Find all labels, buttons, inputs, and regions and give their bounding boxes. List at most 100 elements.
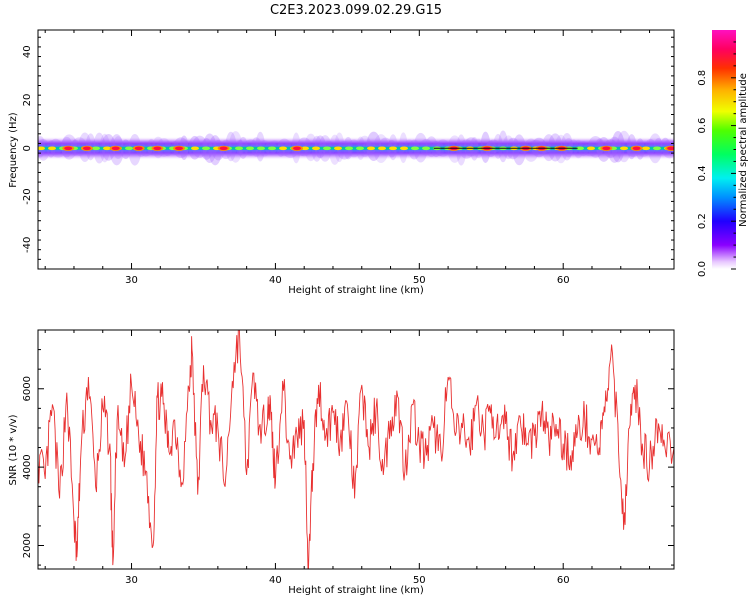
band-hotspot <box>653 146 661 151</box>
spectral-fuzz <box>212 139 225 161</box>
spectral-fuzz <box>456 134 467 166</box>
spectrogram-frame <box>37 29 675 270</box>
heatmap-layer <box>38 130 674 166</box>
snr-ylabel: SNR (10 * v/v) <box>8 414 19 485</box>
y-tick-label: 0 <box>22 145 33 151</box>
band-hotspot <box>367 146 375 151</box>
spectral-fuzz <box>208 135 222 166</box>
band-hotspot <box>48 146 56 151</box>
band-hotspot <box>323 146 331 151</box>
spectral-fuzz <box>595 138 605 155</box>
ridge-peak <box>175 146 184 151</box>
y-tick-label: 6000 <box>22 376 33 401</box>
colorbar-label: Normalized spectral amplitude <box>738 73 749 227</box>
y-tick-label: 4000 <box>22 454 33 479</box>
colorbar-gradient <box>712 30 736 269</box>
spectral-fuzz <box>314 135 326 159</box>
ridge-peak <box>64 146 73 151</box>
colorbar-tick-label: 0.4 <box>697 165 708 181</box>
x-tick-label: 30 <box>125 575 138 586</box>
colorbar-tick-label: 0.6 <box>697 118 708 134</box>
band-hotspot <box>422 146 430 151</box>
spectral-fuzz <box>523 138 539 162</box>
band-hotspot <box>587 146 595 151</box>
x-tick-label: 50 <box>413 275 426 286</box>
band-hotspot <box>345 146 353 151</box>
spectral-fuzz <box>71 137 88 156</box>
y-tick-label: 40 <box>22 45 33 58</box>
band-hotspot <box>279 146 287 151</box>
band-hotspot <box>411 146 419 151</box>
ridge-peak <box>667 146 674 151</box>
spectral-fuzz <box>366 131 382 161</box>
ridge-peak <box>293 146 302 151</box>
colorbar-tick-label: 0.8 <box>697 70 708 86</box>
spectral-fuzz <box>225 131 237 162</box>
band-hotspot <box>191 146 199 151</box>
spectral-fuzz <box>611 130 625 163</box>
band-hotspot <box>389 146 397 151</box>
spectrogram-ticks: 30 40 50 60 40 20 0 -20 -40 <box>22 30 674 286</box>
spectral-fuzz <box>282 141 299 158</box>
spectral-fuzz <box>404 139 415 155</box>
spectral-fuzz <box>38 138 50 161</box>
spectral-fuzz <box>498 130 508 163</box>
x-tick-label: 50 <box>413 575 426 586</box>
spectral-fuzz <box>337 140 352 160</box>
snr-panel: 30 40 50 60 2000 4000 6000 Height of straight … <box>8 329 675 596</box>
spectral-fuzz <box>378 137 392 156</box>
figure-title: C2E3.2023.099.02.29.G15 <box>270 3 442 18</box>
snr-xlabel: Height of straight line (km) <box>288 585 424 596</box>
band-hotspot <box>642 146 650 151</box>
spectral-fuzz <box>645 138 656 155</box>
ridge-peak <box>134 146 143 151</box>
ridge-peak <box>111 146 120 151</box>
band-hotspot <box>356 146 364 151</box>
spectral-fuzz <box>425 136 438 158</box>
x-tick-label: 60 <box>557 575 570 586</box>
colorbar-tick-label: 0.2 <box>697 213 708 229</box>
snr-ticks: 30 40 50 60 2000 4000 6000 <box>22 330 674 586</box>
band-hotspot <box>576 146 584 151</box>
band-hotspot <box>202 146 210 151</box>
spectral-fuzz <box>358 135 372 158</box>
spectrogram-ylabel: Frequency (Hz) <box>8 112 19 188</box>
band-hotspot <box>246 146 254 151</box>
colorbar: 0.0 0.2 0.4 0.6 0.8 Normalized spectral ampl… <box>697 30 749 277</box>
band-hotspot <box>235 146 243 151</box>
colorbar-ticks: 0.0 0.2 0.4 0.6 0.8 <box>697 41 736 277</box>
ridge-peak <box>82 146 91 151</box>
band-hotspot <box>268 146 276 151</box>
spectral-fuzz <box>50 142 67 158</box>
band-hotspot <box>103 146 111 151</box>
x-tick-label: 40 <box>269 275 282 286</box>
spectrogram-xlabel: Height of straight line (km) <box>288 285 424 296</box>
band-hotspot <box>38 146 45 151</box>
snr-frame <box>37 329 675 570</box>
spectral-fuzz <box>493 133 503 159</box>
spectral-fuzz <box>660 137 671 155</box>
band-hotspot <box>125 146 133 151</box>
ridge-peak <box>153 146 162 151</box>
x-tick-label: 30 <box>125 275 138 286</box>
colorbar-tick-label: 0.0 <box>697 261 708 277</box>
band-hotspot <box>400 146 408 151</box>
y-tick-label: 20 <box>22 94 33 107</box>
spectral-fuzz <box>626 134 637 160</box>
band-hotspot <box>620 146 628 151</box>
band-hotspot <box>312 146 320 151</box>
spectrogram-panel: 30 40 50 60 40 20 0 -20 -40 Height of straight l… <box>8 29 675 296</box>
band-hotspot <box>378 146 386 151</box>
ridge-peak <box>632 146 641 151</box>
ridge-peak <box>602 146 611 151</box>
spectral-fuzz <box>192 135 208 158</box>
y-tick-label: -20 <box>22 188 33 204</box>
x-tick-label: 60 <box>557 275 570 286</box>
spectral-fuzz <box>512 134 526 166</box>
x-tick-label: 40 <box>269 575 282 586</box>
snr-series-line <box>38 330 674 569</box>
y-tick-label: 2000 <box>22 533 33 558</box>
y-tick-label: -40 <box>22 237 33 253</box>
ridge-peak <box>219 146 228 151</box>
